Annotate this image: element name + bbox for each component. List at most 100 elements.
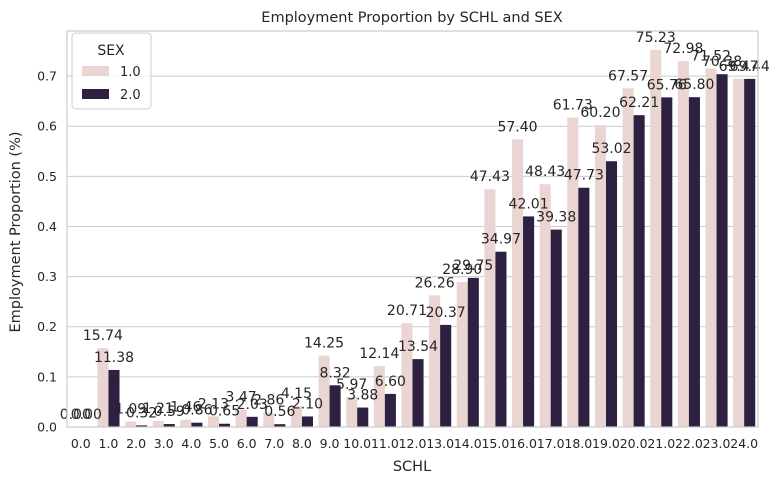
data-label: 20.71: [387, 303, 427, 319]
x-tick-label: 14.0: [454, 436, 482, 451]
y-tick-label: 0.0: [37, 420, 57, 435]
data-label: 11.38: [94, 350, 134, 366]
legend: SEX 1.0 2.0: [71, 32, 152, 110]
data-label: 57.40: [497, 119, 537, 135]
y-tick-label: 0.7: [37, 69, 57, 84]
bar-sex-2.0-schl-2.0: [136, 425, 148, 427]
data-label: 6.60: [375, 374, 406, 390]
bar-sex-1.0-schl-20.0: [622, 88, 634, 428]
legend-title: SEX: [97, 43, 125, 59]
data-label: 0.32: [126, 405, 157, 421]
bar-sex-1.0-schl-5.0: [207, 416, 220, 427]
bar-sex-1.0-schl-13.0: [429, 295, 441, 427]
y-axis-label: Employment Proportion (%): [8, 131, 24, 332]
x-tick-label: 16.0: [509, 436, 537, 451]
bar-sex-1.0-schl-23.0: [705, 68, 717, 427]
data-label: 67.57: [608, 68, 648, 84]
x-tick-label: 12.0: [399, 436, 427, 451]
x-tick-label: 19.0: [592, 436, 620, 451]
data-label: 3.47: [226, 390, 257, 406]
bar-sex-2.0-schl-19.0: [605, 161, 618, 427]
legend-swatch-2.0: [82, 89, 109, 99]
data-label: 48.43: [525, 164, 565, 180]
data-label: 4.15: [281, 386, 312, 402]
x-tick-label: 23.0: [703, 436, 731, 451]
bar-sex-1.0-schl-7.0: [263, 412, 275, 427]
bar-sex-2.0-schl-14.0: [467, 277, 479, 427]
bar-sex-1.0-schl-19.0: [594, 125, 606, 427]
bars-layer: [97, 49, 756, 428]
x-tick-label: 2.0: [126, 436, 146, 451]
data-label: 1.21: [143, 401, 174, 417]
data-label: 0.86: [181, 403, 212, 419]
data-label: 70.38: [702, 54, 742, 70]
bar-sex-2.0-schl-12.0: [412, 359, 424, 427]
bar-sex-1.0-schl-24.0: [733, 78, 745, 427]
data-label: 12.14: [359, 346, 399, 362]
bar-sex-1.0-schl-22.0: [677, 61, 689, 427]
data-label: 20.37: [426, 305, 466, 321]
data-label: 47.43: [470, 169, 510, 185]
x-tick-label: 11.0: [371, 436, 399, 451]
data-label: 65.80: [674, 77, 714, 93]
data-label: 0.00: [71, 407, 102, 423]
data-label: 1.09: [115, 402, 146, 418]
x-axis-label: SCHL: [393, 459, 431, 475]
x-tick-label: 6.0: [237, 436, 257, 451]
bar-sex-2.0-schl-18.0: [578, 187, 590, 427]
bar-sex-1.0-schl-15.0: [484, 189, 496, 427]
data-label: 2.86: [253, 393, 284, 409]
data-label: 2.13: [198, 396, 229, 412]
y-tick-label: 0.5: [37, 169, 57, 184]
bar-sex-1.0-schl-18.0: [567, 117, 579, 428]
data-label: 47.73: [564, 168, 604, 184]
data-label: 2.03: [237, 397, 268, 413]
data-label: 8.32: [320, 365, 351, 381]
bar-sex-1.0-schl-9.0: [318, 355, 330, 427]
x-tick-label: 3.0: [154, 436, 174, 451]
bar-sex-1.0-schl-11.0: [373, 366, 385, 427]
bar-sex-1.0-schl-14.0: [456, 282, 468, 427]
bar-sex-2.0-schl-3.0: [163, 424, 175, 427]
y-tick-label: 0.2: [37, 319, 57, 334]
y-tick-label: 0.4: [37, 219, 57, 234]
bar-sex-1.0-schl-4.0: [180, 419, 192, 427]
data-label: 15.74: [83, 328, 123, 344]
data-label: 72.98: [663, 41, 703, 57]
y-tick-label: 0.1: [37, 369, 57, 384]
data-label: 53.02: [591, 141, 631, 157]
data-label: 42.01: [509, 196, 549, 212]
axis-layer: 0.0 0.1 0.2 0.3 0.4 0.5 0.6 0.7 0.0 1.0 2.0 3.0 4.0 5…: [37, 30, 759, 451]
bar-sex-1.0-schl-12.0: [401, 323, 413, 427]
x-tick-label: 7.0: [264, 436, 284, 451]
bar-sex-2.0-schl-5.0: [219, 423, 231, 427]
x-tick-label: 24.0: [730, 436, 758, 451]
x-tick-label: 8.0: [292, 436, 312, 451]
bar-sex-1.0-schl-3.0: [152, 420, 164, 427]
x-tick-label: 9.0: [320, 436, 340, 451]
data-label: 0.59: [154, 404, 185, 420]
plot-frame: [66, 30, 759, 428]
bar-sex-2.0-schl-13.0: [440, 324, 452, 427]
bar-sex-2.0-schl-6.0: [246, 416, 258, 427]
bar-sex-1.0-schl-1.0: [97, 348, 109, 427]
x-tick-label: 10.0: [343, 436, 371, 451]
bar-sex-2.0-schl-17.0: [550, 229, 562, 427]
data-labels-layer: 0.00 15.74 1.091.211.462.133.472.864.15 14.…: [60, 30, 770, 423]
data-label: 75.23: [636, 30, 676, 46]
bar-sex-2.0-schl-20.0: [633, 115, 645, 427]
data-label: 14.25: [304, 336, 344, 352]
x-tick-label: 4.0: [181, 436, 201, 451]
x-tick-label: 20.0: [620, 436, 648, 451]
bar-sex-2.0-schl-24.0: [744, 78, 756, 427]
bar-sex-2.0-schl-10.0: [357, 407, 369, 427]
data-label: 5.97: [336, 377, 367, 393]
data-label: 39.38: [536, 210, 576, 226]
data-label: 34.97: [481, 232, 521, 248]
y-tick-label: 0.3: [37, 269, 57, 284]
legend-swatch-1.0: [82, 66, 109, 76]
bar-sex-1.0-schl-21.0: [650, 49, 662, 428]
bar-sex-1.0-schl-8.0: [290, 406, 302, 427]
data-label: 71.52: [691, 48, 731, 64]
data-label: 29.75: [453, 258, 493, 274]
